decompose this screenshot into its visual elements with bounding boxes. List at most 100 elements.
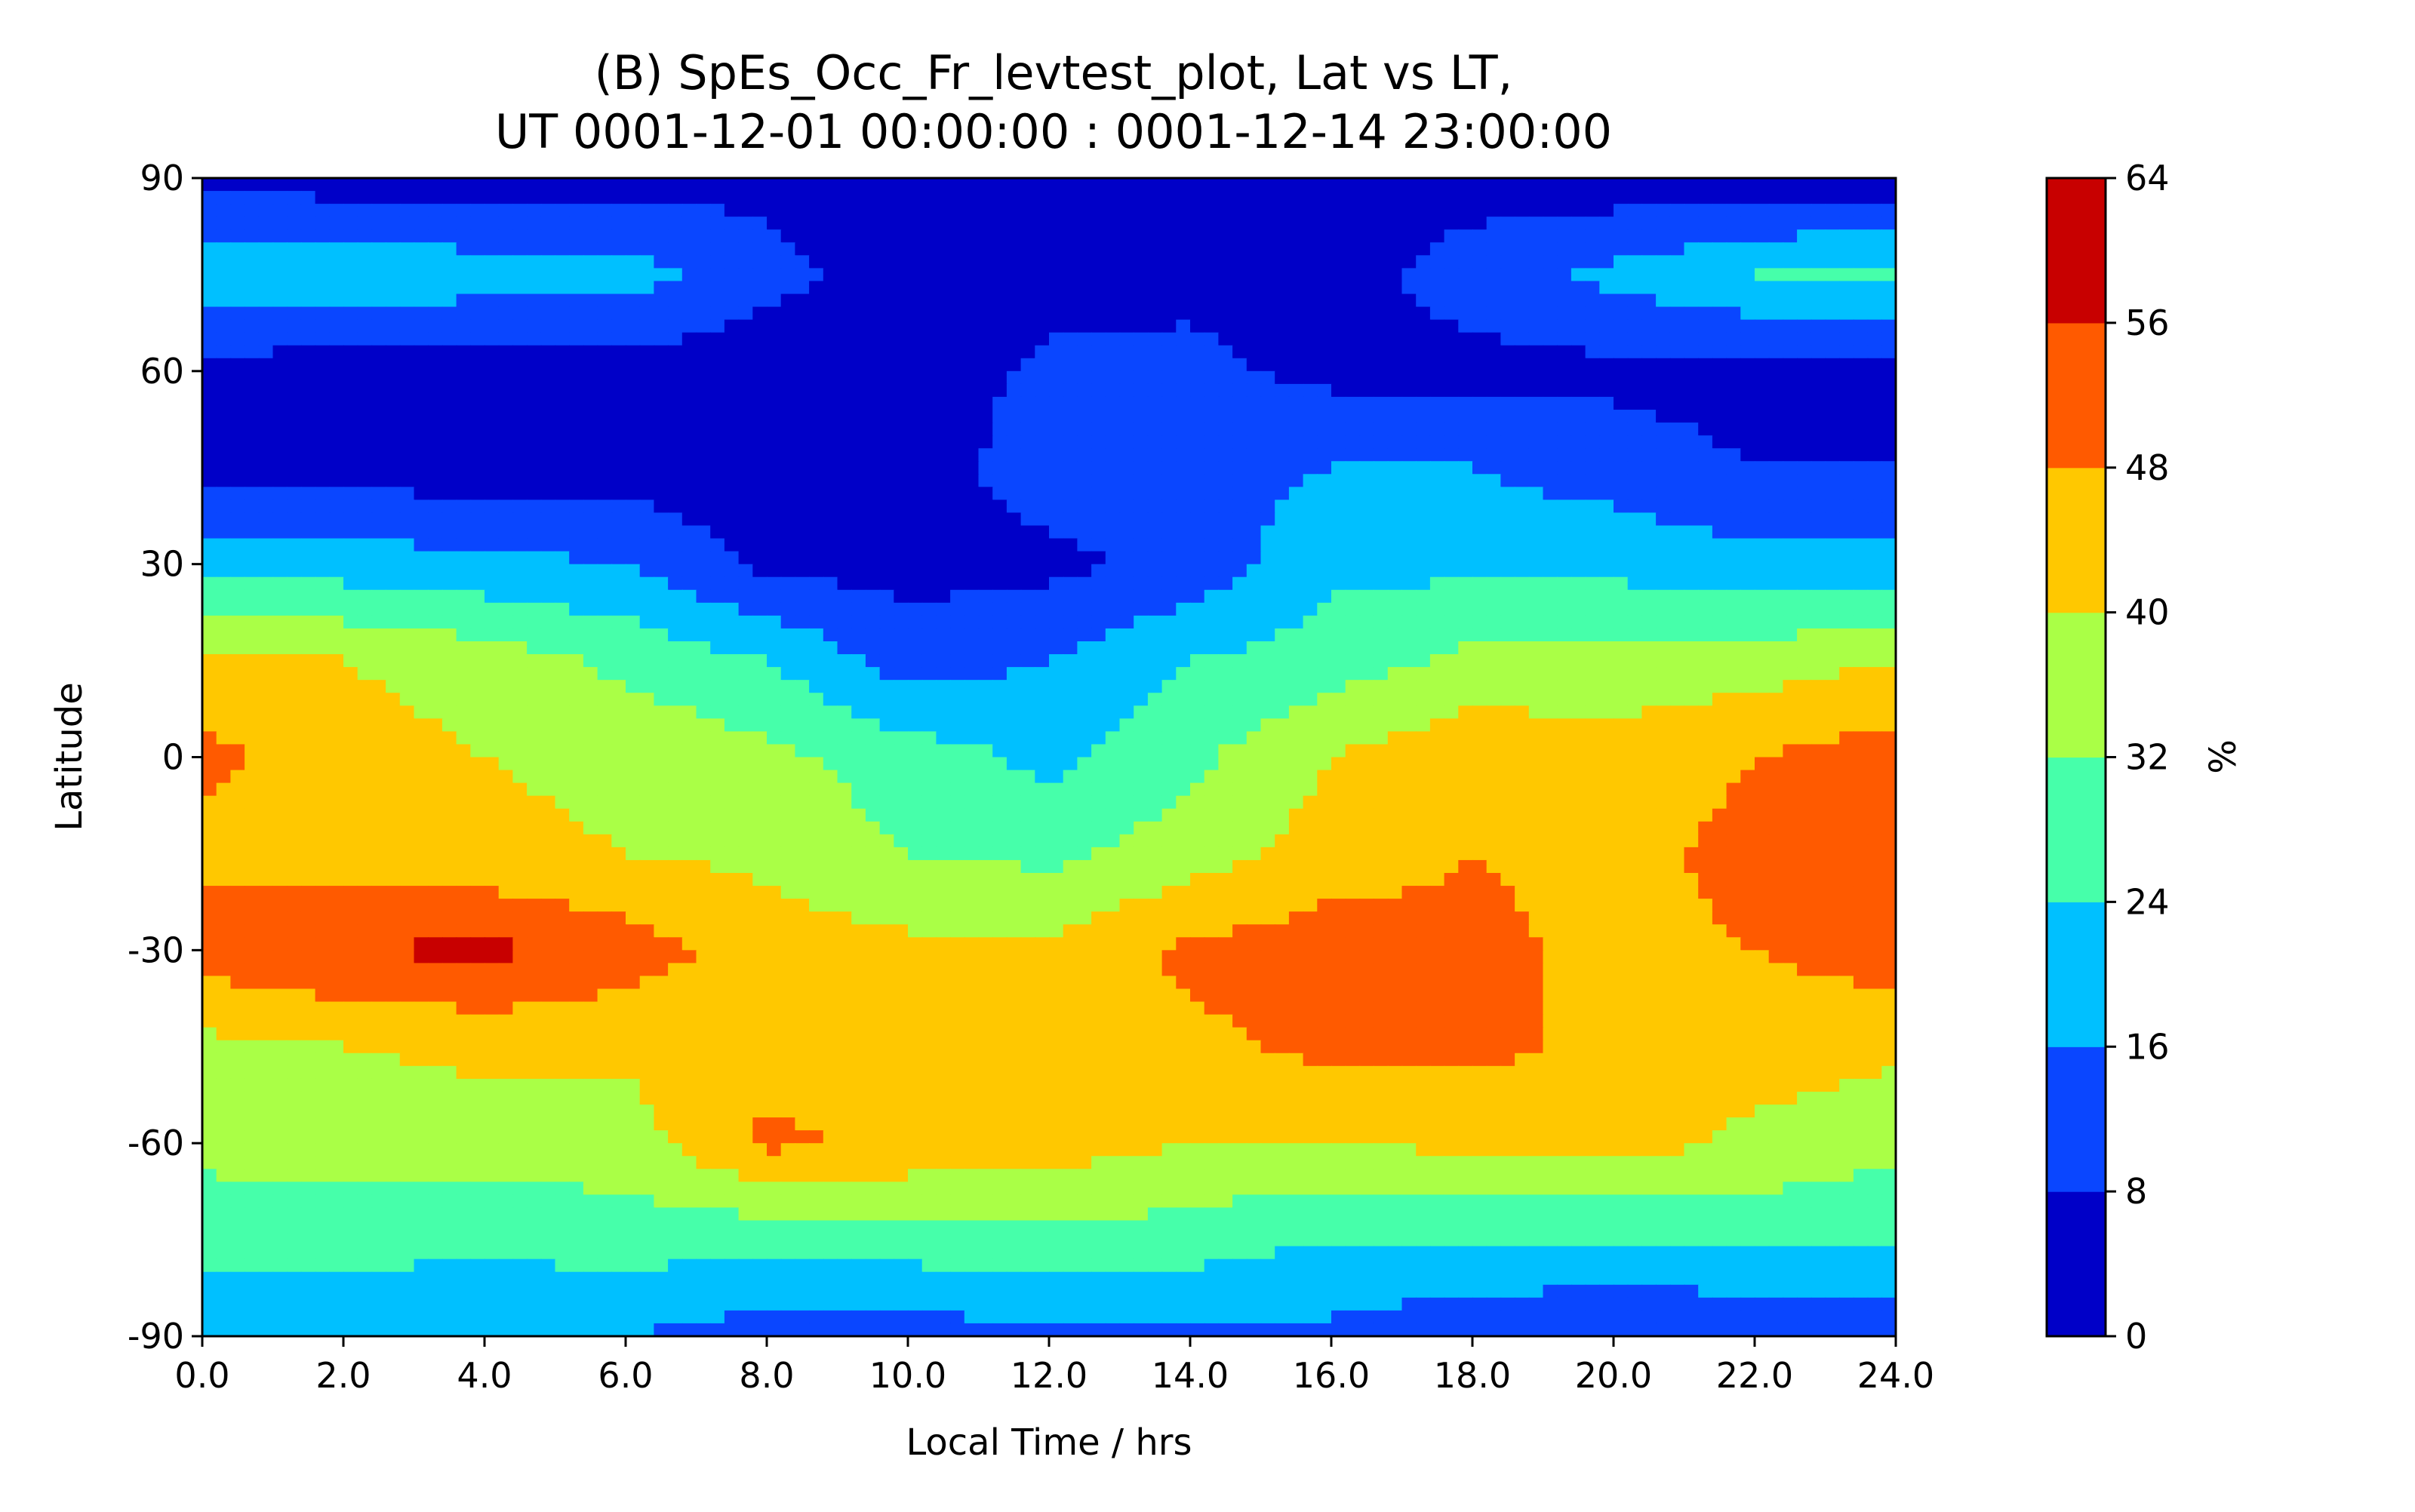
contour-cell — [1049, 705, 1064, 720]
contour-cell — [1190, 345, 1205, 359]
contour-cell — [710, 602, 725, 616]
contour-cell — [950, 410, 965, 423]
contour-cell — [498, 191, 514, 204]
contour-cell — [512, 525, 528, 539]
contour-cell — [879, 191, 895, 204]
contour-cell — [357, 281, 373, 295]
contour-cell — [315, 461, 331, 475]
contour-cell — [1303, 628, 1318, 642]
contour-cell — [329, 178, 344, 192]
contour-cell — [1472, 178, 1487, 192]
contour-cell — [1049, 293, 1064, 308]
contour-cell — [1472, 229, 1487, 244]
contour-cell — [1246, 435, 1262, 449]
contour-cell — [315, 564, 331, 578]
contour-cell — [809, 255, 824, 269]
contour-cell — [921, 667, 937, 681]
contour-cell — [1768, 410, 1784, 423]
contour-cell — [583, 281, 598, 295]
contour-cell — [470, 396, 485, 410]
contour-cell — [272, 178, 288, 192]
contour-cell — [1204, 641, 1220, 655]
contour-cell — [470, 576, 485, 591]
contour-cell — [724, 705, 740, 720]
contour-cell — [795, 551, 810, 565]
contour-cell — [1091, 589, 1106, 604]
contour-cell — [611, 217, 626, 231]
contour-cell — [512, 332, 528, 346]
contour-cell — [1571, 217, 1586, 231]
contour-cell — [1105, 641, 1121, 655]
contour-cell — [1486, 293, 1502, 308]
contour-cell — [386, 191, 401, 204]
contour-cell — [1486, 281, 1502, 295]
contour-cell — [978, 641, 993, 655]
contour-cell — [540, 191, 556, 204]
contour-cell — [1783, 667, 1798, 681]
contour-cell — [1260, 667, 1275, 681]
contour-cell — [1345, 448, 1361, 463]
contour-cell — [512, 268, 528, 282]
contour-cell — [1020, 306, 1036, 321]
contour-cell — [1035, 693, 1050, 707]
contour-cell — [978, 693, 993, 707]
contour-cell — [696, 628, 711, 642]
contour-cell — [1049, 680, 1064, 694]
contour-cell — [357, 615, 373, 629]
contour-cell — [371, 538, 386, 552]
contour-cell — [1585, 641, 1601, 655]
contour-cell — [300, 204, 316, 217]
contour-cell — [1049, 255, 1064, 269]
contour-cell — [1119, 229, 1134, 244]
contour-cell — [1486, 615, 1502, 629]
contour-cell — [809, 217, 824, 231]
contour-cell — [1515, 306, 1530, 321]
contour-cell — [809, 654, 824, 668]
contour-cell — [1698, 564, 1713, 578]
contour-cell — [950, 306, 965, 321]
contour-cell — [527, 229, 542, 244]
contour-cell — [767, 654, 782, 668]
contour-cell — [1077, 396, 1092, 410]
contour-cell — [1571, 306, 1586, 321]
contour-cell — [1839, 293, 1854, 308]
contour-cell — [1359, 319, 1374, 333]
contour-cell — [1768, 396, 1784, 410]
contour-cell — [1331, 306, 1346, 321]
contour-cell — [1105, 319, 1121, 333]
contour-cell — [1585, 370, 1601, 385]
contour-cell — [1119, 383, 1134, 398]
contour-cell — [809, 628, 824, 642]
contour-cell — [1768, 358, 1784, 372]
contour-cell — [767, 705, 782, 720]
contour-cell — [724, 474, 740, 488]
contour-cell — [1585, 512, 1601, 527]
contour-cell — [738, 306, 754, 321]
contour-cell — [287, 487, 302, 501]
contour-cell — [512, 306, 528, 321]
contour-cell — [851, 474, 866, 488]
contour-cell — [668, 191, 683, 204]
contour-cell — [1768, 693, 1784, 707]
contour-cell — [894, 281, 909, 295]
contour-cell — [809, 332, 824, 346]
contour-cell — [1614, 242, 1629, 257]
contour-cell — [1627, 564, 1643, 578]
contour-cell — [569, 499, 584, 514]
contour-cell — [992, 512, 1008, 527]
contour-cell — [696, 358, 711, 372]
contour-cell — [992, 255, 1008, 269]
contour-cell — [1515, 178, 1530, 192]
contour-cell — [470, 370, 485, 385]
contour-cell — [1317, 178, 1332, 192]
contour-cell — [1416, 474, 1431, 488]
contour-cell — [681, 268, 697, 282]
contour-cell — [894, 602, 909, 616]
contour-cell — [441, 589, 457, 604]
contour-cell — [1077, 576, 1092, 591]
contour-cell — [1669, 628, 1685, 642]
contour-cell — [1147, 242, 1163, 257]
contour-cell — [1557, 461, 1572, 475]
contour-cell — [512, 474, 528, 488]
contour-cell — [1147, 332, 1163, 346]
